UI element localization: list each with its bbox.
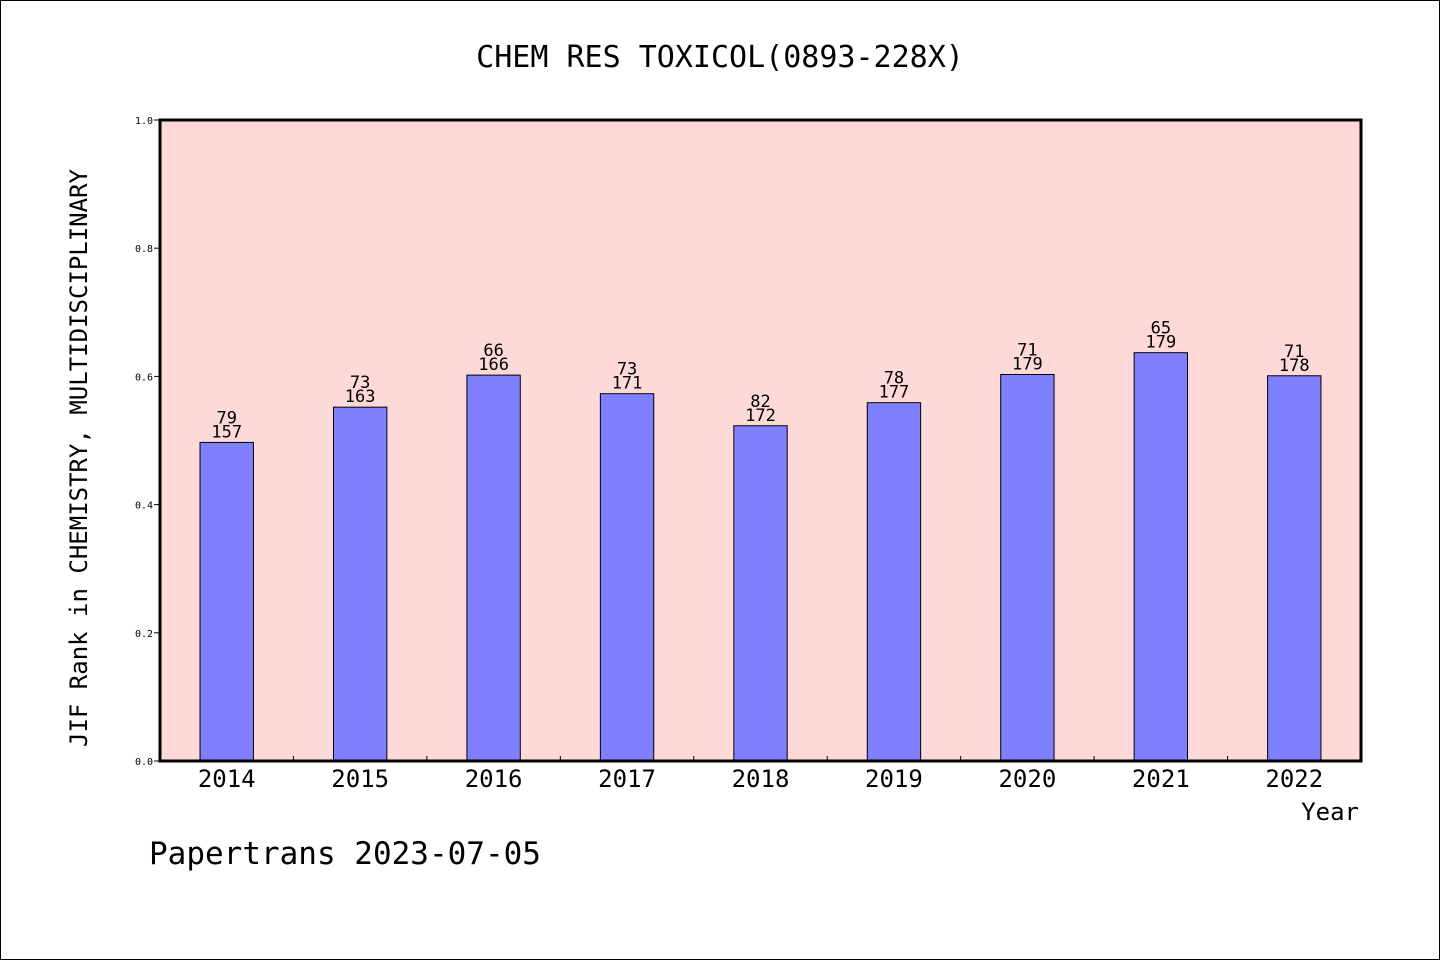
x-tick-label: 2022 — [1265, 765, 1323, 793]
bar-2021 — [1133, 352, 1189, 762]
bar-2019 — [866, 402, 922, 762]
chart-title: CHEM RES TOXICOL(0893-228X) — [476, 40, 964, 75]
y-tick-label: 0.2 — [135, 629, 153, 640]
rank-label: 79 — [216, 408, 236, 428]
total-label: 163 — [345, 387, 376, 407]
x-tick-label: 2014 — [198, 765, 256, 793]
total-label: 178 — [1279, 356, 1310, 376]
bar-2022 — [1267, 375, 1322, 762]
total-label: 171 — [612, 374, 643, 394]
y-tick-label: 1.0 — [135, 116, 153, 127]
rank-label: 73 — [617, 360, 637, 380]
y-tick-label: 0.4 — [135, 501, 153, 512]
rank-label: 82 — [750, 392, 770, 412]
total-label: 157 — [211, 422, 242, 442]
plot-border — [158, 118, 1363, 763]
y-axis: 0.0 0.2 0.4 0.6 0.8 1.0 — [135, 116, 160, 768]
bar-2017 — [599, 393, 655, 762]
x-tick-label: 2016 — [465, 765, 523, 793]
rank-label: 71 — [1284, 342, 1304, 362]
total-label: 179 — [1145, 333, 1176, 353]
rank-label: 73 — [350, 373, 370, 393]
x-tick-label: 2018 — [732, 765, 790, 793]
x-axis: 2014 2015 2016 2017 2018 2019 2020 2021 2022 — [198, 756, 1323, 793]
y-tick-label: 0.0 — [135, 757, 153, 768]
bar-2015 — [332, 406, 388, 762]
total-label: 166 — [478, 355, 509, 375]
y-axis-label: JIF Rank in CHEMISTRY, MULTIDISCIPLINARY — [65, 168, 93, 747]
rank-label: 65 — [1151, 319, 1171, 339]
total-label: 177 — [879, 383, 910, 403]
x-tick-label: 2015 — [331, 765, 389, 793]
y-tick-label: 0.6 — [135, 372, 153, 383]
x-tick-label: 2020 — [998, 765, 1056, 793]
bar-2018 — [733, 425, 788, 762]
footer-watermark: Papertrans 2023-07-05 — [149, 836, 541, 872]
rank-label: 71 — [1017, 340, 1037, 360]
total-label: 179 — [1012, 354, 1043, 374]
bar-2014 — [199, 441, 254, 762]
bars — [199, 352, 1322, 762]
x-axis-label: Year — [1301, 798, 1359, 826]
total-label: 172 — [745, 406, 776, 426]
y-tick-label: 0.8 — [135, 244, 153, 255]
bar-2016 — [466, 374, 521, 762]
x-tick-label: 2019 — [865, 765, 923, 793]
rank-label: 66 — [483, 341, 503, 361]
x-tick-label: 2021 — [1132, 765, 1190, 793]
x-tick-label: 2017 — [598, 765, 656, 793]
bar-2020 — [1000, 373, 1055, 762]
rank-label: 78 — [884, 369, 904, 389]
